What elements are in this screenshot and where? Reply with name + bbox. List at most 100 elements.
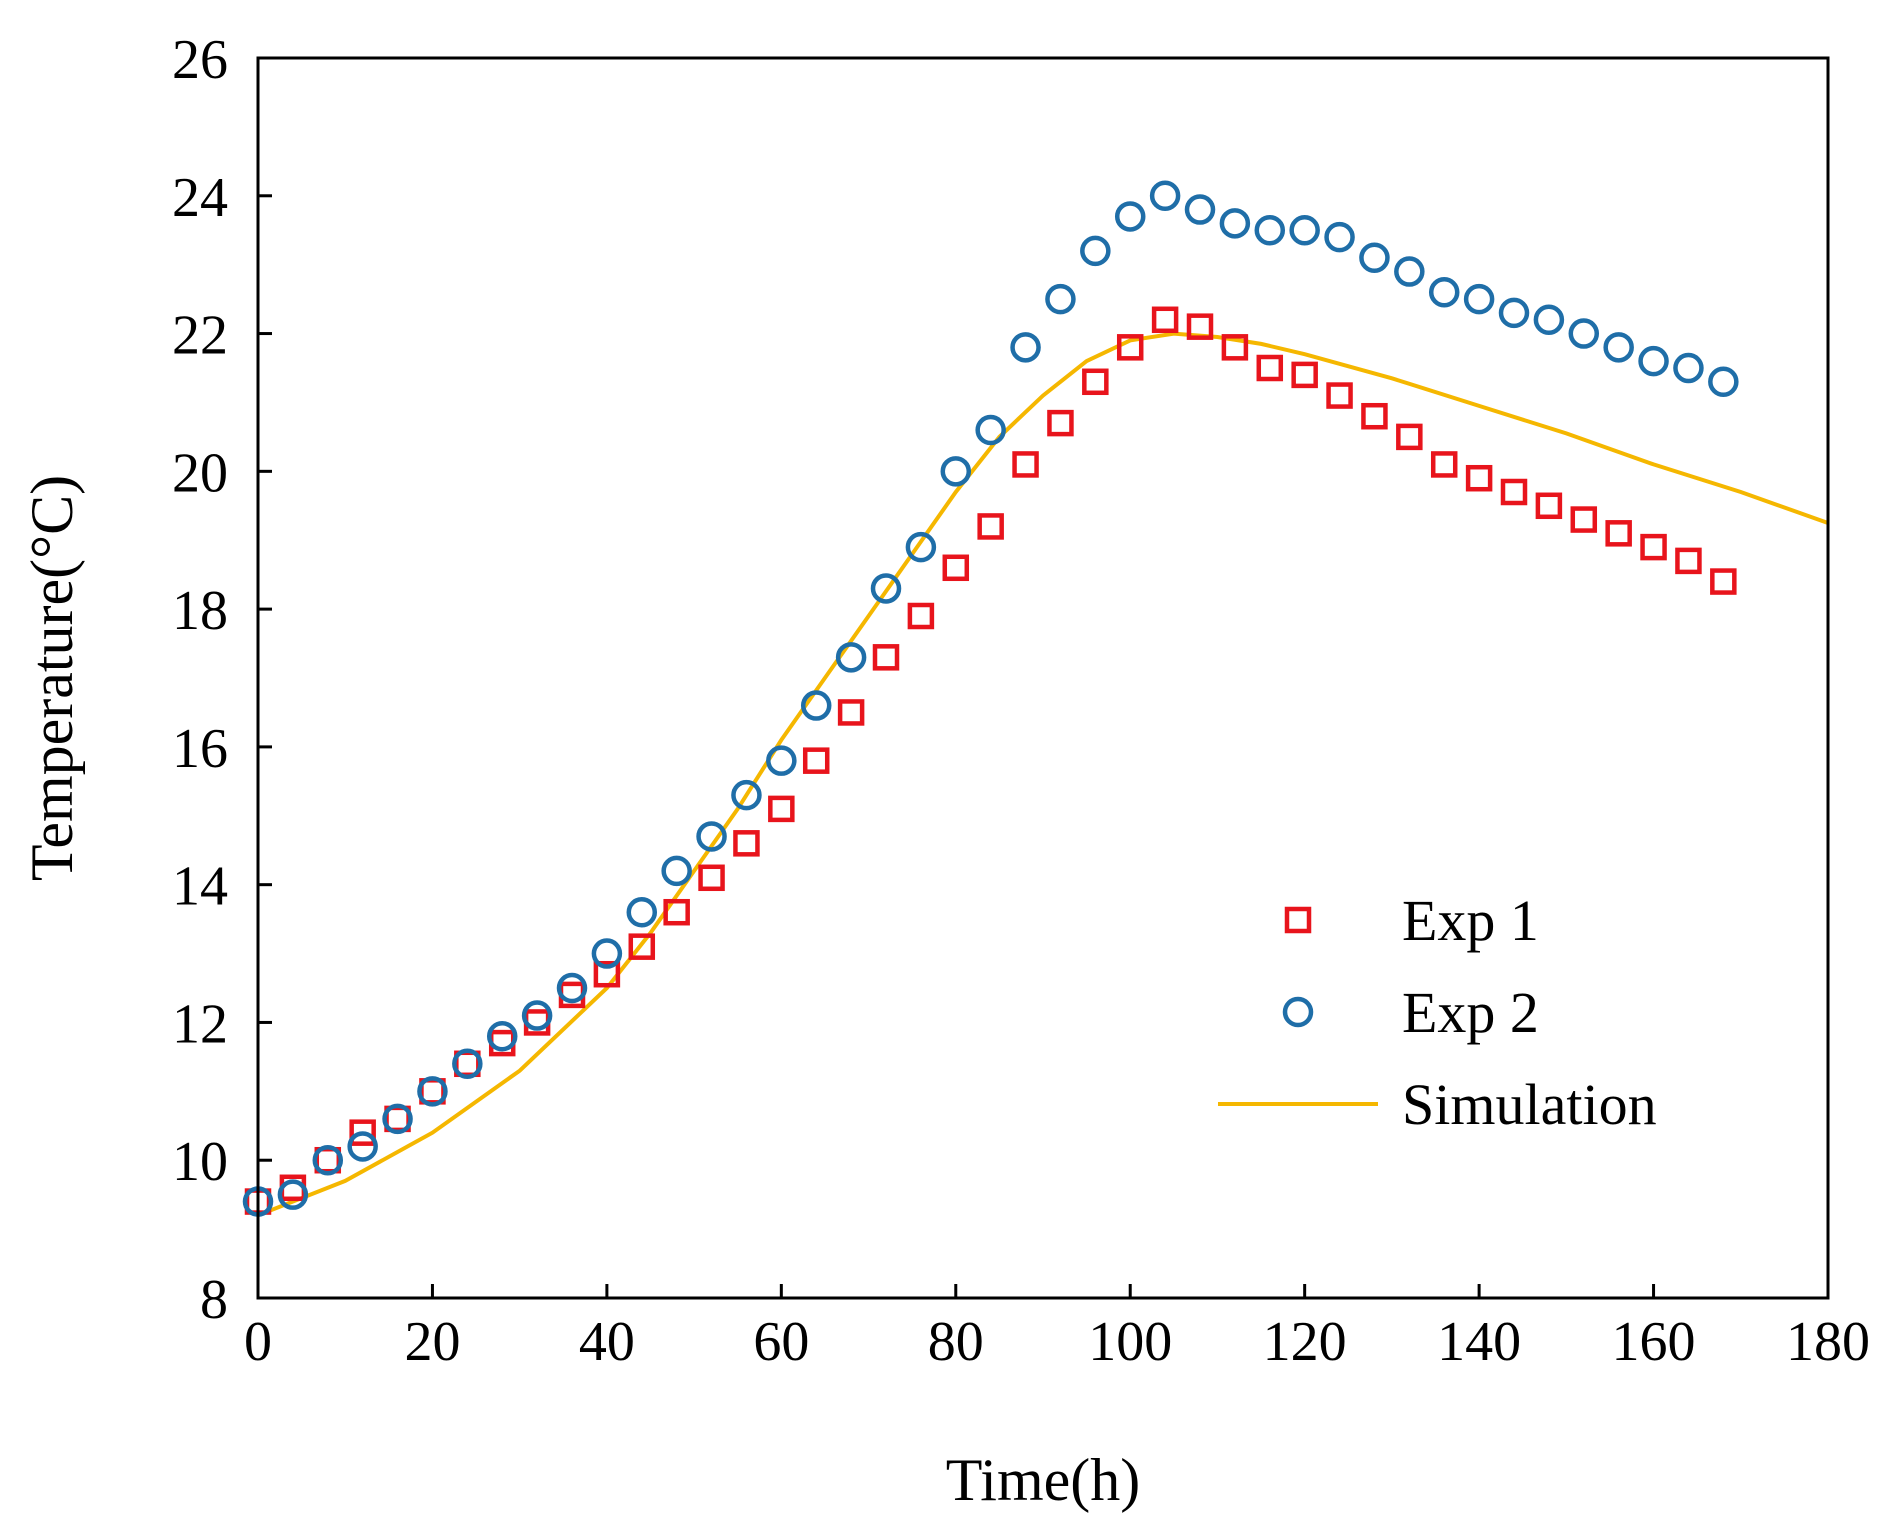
exp2-point [347, 1131, 378, 1162]
x-tick-label: 180 [1786, 1311, 1870, 1373]
exp2-point [1254, 214, 1286, 246]
exp2-point [1603, 332, 1634, 363]
exp1-point [1012, 451, 1039, 478]
exp2-point [1010, 332, 1041, 363]
exp1-point [1186, 313, 1214, 340]
exp2-point [1114, 201, 1146, 232]
exp2-point [1149, 180, 1181, 212]
exp1-point [1082, 368, 1109, 396]
exp1-point [768, 795, 795, 823]
exp2-point [1568, 318, 1600, 349]
exp2-point [591, 938, 623, 969]
legend-circle-marker [1282, 996, 1314, 1028]
exp1-point [1640, 533, 1667, 561]
exp2-point [835, 642, 867, 673]
y-tick-label: 12 [172, 993, 228, 1055]
exp1-point [907, 602, 935, 630]
exp2-point [1289, 214, 1320, 246]
exp1-point [1465, 464, 1493, 492]
y-tick-label: 8 [200, 1269, 228, 1331]
frame-layer [256, 56, 1830, 1300]
exp2-point [417, 1076, 448, 1107]
x-tick-label: 140 [1437, 1311, 1521, 1373]
exp1-point [1361, 402, 1388, 430]
exp2-point [312, 1144, 344, 1176]
exp2-point [1498, 297, 1530, 329]
y-tick-label: 20 [172, 442, 228, 504]
exp1-point [1047, 409, 1074, 437]
exp1-point [872, 644, 900, 671]
legend-label: Exp 2 [1402, 980, 1539, 1045]
exp2-point [1184, 194, 1216, 225]
exp1-point [1710, 568, 1737, 595]
exp2-point [1394, 256, 1425, 287]
y-tick-label: 22 [172, 305, 228, 367]
exp2-point [1638, 345, 1669, 377]
exp1-point [1675, 547, 1702, 575]
y-tick-label: 18 [172, 580, 228, 642]
x-tick-label: 60 [753, 1311, 809, 1373]
exp2-point [452, 1048, 483, 1080]
y-tick-label: 14 [172, 856, 228, 918]
legend: Exp 1 Exp 2 Simulation [1218, 888, 1657, 1137]
x-tick-label: 80 [928, 1311, 984, 1373]
legend-square-marker [1284, 906, 1312, 934]
series-layer [242, 180, 1829, 1218]
y-tick-label: 26 [172, 29, 228, 91]
y-tick-label: 10 [172, 1131, 228, 1193]
exp2-point [277, 1179, 309, 1210]
exp1-point [628, 933, 656, 960]
exp1-point [977, 513, 1004, 540]
exp1-point [698, 864, 725, 892]
exp2-point [766, 745, 797, 776]
x-axis-title: Time(h) [946, 1447, 1140, 1513]
exp2-point [870, 573, 902, 604]
exp2-point [1533, 304, 1565, 336]
exp1-point [1256, 354, 1284, 382]
legend-label: Simulation [1402, 1072, 1657, 1137]
exp2-point [1708, 366, 1739, 398]
x-tick-label: 20 [404, 1311, 460, 1373]
exp1-point [1326, 382, 1353, 409]
exp2-point [486, 1020, 518, 1052]
exp1-point [942, 554, 970, 582]
exp1-point [663, 898, 690, 926]
tick-layer: 0 20 40 60 80 100 120 140 160 180 8 10 12 14 16 18 20 22 2… [172, 29, 1870, 1373]
exp1-point [1396, 423, 1423, 451]
exp2-point [800, 690, 832, 721]
exp2-point [696, 821, 727, 852]
exp1-point [1500, 478, 1528, 506]
legend-entry-exp-2: Exp 2 [1282, 980, 1539, 1045]
x-tick-label: 40 [579, 1311, 635, 1373]
exp1-point [1291, 361, 1318, 389]
exp1-point [802, 747, 830, 774]
exp2-point [1324, 221, 1355, 253]
exp2-point [521, 1000, 553, 1031]
x-tick-label: 0 [244, 1311, 272, 1373]
exp2-point [1463, 283, 1495, 315]
exp2-point [1080, 235, 1111, 267]
y-tick-label: 24 [172, 167, 228, 229]
exp2-point [626, 896, 658, 928]
exp2-point [1359, 242, 1390, 274]
exp2-point [382, 1103, 413, 1135]
exp1-point [349, 1119, 376, 1146]
legend-entry-simulation: Simulation [1218, 1072, 1657, 1137]
exp1-point [1535, 492, 1563, 520]
legend-entry-exp-1: Exp 1 [1284, 888, 1539, 953]
exp1-point [1430, 451, 1458, 478]
exp1-point [1116, 334, 1144, 361]
exp2-point [1045, 283, 1076, 315]
exp1-point [1221, 334, 1249, 361]
exp2-point [1428, 276, 1460, 308]
exp1-point [593, 960, 621, 988]
x-tick-label: 120 [1263, 1311, 1347, 1373]
x-tick-label: 100 [1088, 1311, 1172, 1373]
exp2-point [661, 855, 692, 887]
exp2-point [905, 531, 937, 563]
exp2-point [731, 779, 762, 811]
exp2-point [1673, 352, 1704, 384]
exp2-point [975, 414, 1006, 446]
exp1-point [733, 830, 760, 857]
